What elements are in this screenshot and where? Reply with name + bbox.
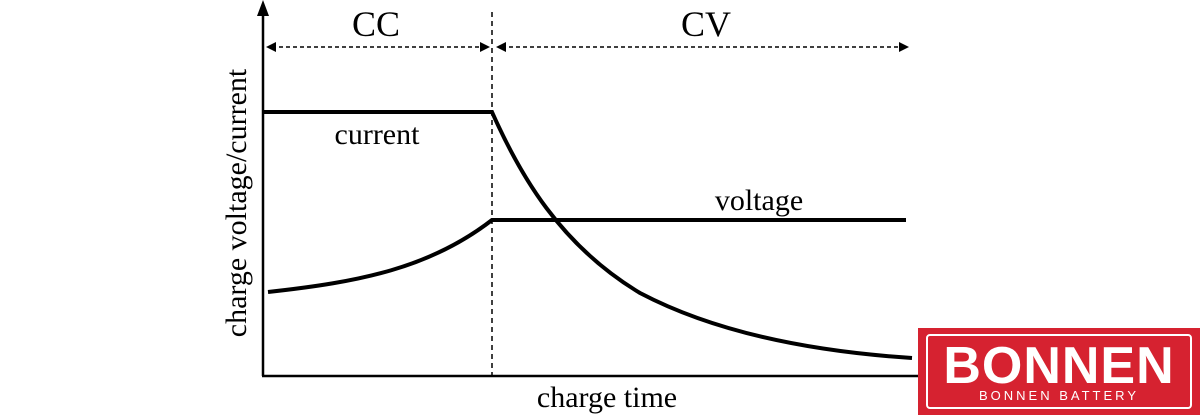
- cc-span-right-arrowhead-icon: [480, 42, 490, 52]
- phase-cv-label: CV: [681, 4, 731, 44]
- current-label: current: [335, 118, 421, 151]
- logo-tagline: BONNEN BATTERY: [979, 388, 1139, 403]
- cv-span-left-arrowhead-icon: [496, 42, 506, 52]
- voltage-curve: [267, 218, 906, 294]
- current-curve: [264, 110, 913, 360]
- phase-cc-label: CC: [352, 4, 400, 44]
- brand-logo: BONNEN BONNEN BATTERY: [918, 328, 1200, 415]
- x-axis-label: charge time: [537, 381, 677, 414]
- y-axis-arrow-icon: [257, 0, 269, 16]
- cc-span-left-arrowhead-icon: [266, 42, 276, 52]
- cv-span-right-arrowhead-icon: [899, 42, 909, 52]
- voltage-label: voltage: [715, 184, 803, 217]
- logo-wordmark: BONNEN: [943, 337, 1175, 395]
- logo-frame: BONNEN BONNEN BATTERY: [926, 334, 1192, 409]
- y-axis-label: charge voltage/current: [220, 68, 253, 337]
